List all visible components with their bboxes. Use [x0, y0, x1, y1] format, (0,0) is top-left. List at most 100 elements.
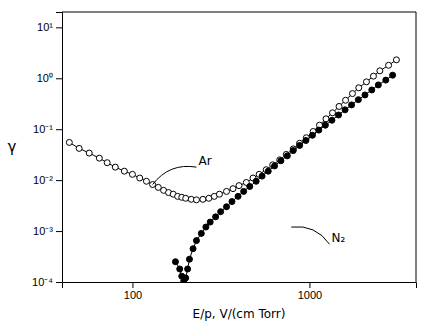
- data-point: [329, 117, 335, 123]
- plot-area: 100 1000 10⁻⁴ 10⁻³ 10⁻² 10⁻¹ 10⁰ 10¹ Ar N₂: [32, 12, 416, 301]
- data-point: [284, 153, 290, 159]
- y-tick-mark: [56, 129, 62, 130]
- data-point: [349, 102, 355, 108]
- y-tick-mark: [56, 27, 62, 28]
- data-point: [66, 139, 72, 145]
- x-axis: 100 1000: [63, 282, 417, 301]
- data-point: [230, 186, 236, 192]
- data-point: [369, 87, 375, 93]
- data-point: [247, 183, 253, 189]
- data-point: [86, 150, 92, 156]
- y-tick-label: 10⁻²: [33, 174, 53, 186]
- data-point: [224, 204, 230, 210]
- data-point: [137, 175, 143, 181]
- data-point: [112, 164, 118, 170]
- data-point: [386, 62, 392, 68]
- chart: 100 1000 10⁻⁴ 10⁻³ 10⁻² 10⁻¹ 10⁰ 10¹ Ar N₂ E/p, V/…: [0, 0, 432, 326]
- data-point: [235, 193, 241, 199]
- data-point: [104, 160, 110, 166]
- data-point: [203, 224, 209, 230]
- data-point: [370, 73, 376, 79]
- series: [172, 72, 395, 282]
- x-tick-label: 100: [124, 289, 142, 301]
- data-point: [330, 110, 336, 116]
- data-point: [343, 97, 349, 103]
- data-point: [193, 197, 199, 203]
- data-point: [393, 57, 399, 63]
- data-point: [200, 196, 206, 202]
- y-tick: 10⁻⁴: [32, 276, 62, 288]
- x-tick-mark: [309, 282, 310, 288]
- data-point: [253, 178, 259, 184]
- y-tick-mark: [56, 282, 62, 283]
- data-point: [316, 127, 322, 133]
- data-point: [336, 112, 342, 118]
- y-tick-label: 10⁻⁴: [32, 276, 53, 288]
- y-tick-mark: [56, 180, 62, 181]
- y-tick-mark: [56, 78, 62, 79]
- data-point: [213, 214, 219, 220]
- data-point: [185, 266, 191, 272]
- data-point: [336, 103, 342, 109]
- data-point: [177, 266, 183, 272]
- data-point: [76, 145, 82, 151]
- annotation-connector: [153, 166, 197, 184]
- data-point: [272, 163, 278, 169]
- x-tick: 1000: [298, 282, 322, 301]
- x-tick: 100: [124, 282, 142, 301]
- data-point: [172, 259, 178, 265]
- data-point: [121, 168, 127, 174]
- y-tick: 10⁻¹: [33, 123, 62, 135]
- data-point: [342, 107, 348, 113]
- y-tick: 10⁰: [37, 72, 62, 84]
- y-tick-label: 10¹: [37, 21, 53, 33]
- data-layer: [66, 57, 399, 282]
- series-line: [175, 75, 392, 281]
- data-point: [193, 238, 199, 244]
- data-point: [349, 91, 355, 97]
- annotation-connector: [291, 227, 329, 245]
- data-point: [143, 178, 149, 184]
- y-tick: 10⁻³: [33, 225, 62, 237]
- data-point: [207, 219, 213, 225]
- data-point: [96, 155, 102, 161]
- y-tick-mark: [56, 231, 62, 232]
- data-point: [297, 142, 303, 148]
- series-line: [69, 60, 396, 200]
- series: [66, 57, 399, 203]
- data-point: [129, 171, 135, 177]
- data-point: [265, 168, 271, 174]
- frame: [416, 12, 417, 282]
- data-point: [383, 77, 389, 83]
- data-point: [390, 72, 396, 78]
- y-tick-label: 10⁻³: [33, 225, 53, 237]
- data-point: [218, 209, 224, 215]
- data-point: [186, 256, 192, 262]
- y-axis: 10⁻⁴ 10⁻³ 10⁻² 10⁻¹ 10⁰ 10¹: [32, 13, 62, 289]
- data-point: [322, 122, 328, 128]
- y-tick: 10⁻²: [33, 174, 62, 186]
- y-axis-line: [56, 13, 63, 283]
- data-point: [224, 188, 230, 194]
- annotation: Ar: [198, 154, 211, 168]
- data-point: [229, 199, 235, 205]
- annotation: N₂: [332, 231, 346, 245]
- data-point: [355, 97, 361, 103]
- x-axis-line: [63, 283, 417, 289]
- data-point: [323, 116, 329, 122]
- frame: [62, 12, 416, 13]
- data-point: [183, 195, 189, 201]
- y-tick: 10¹: [37, 21, 62, 33]
- y-tick-label: 10⁻¹: [33, 123, 53, 135]
- data-point: [183, 275, 189, 281]
- x-tick-mark: [132, 282, 133, 288]
- data-point: [278, 158, 284, 164]
- data-point: [375, 82, 381, 88]
- data-point: [236, 183, 242, 189]
- data-point: [216, 191, 222, 197]
- x-tick-label: 1000: [298, 289, 322, 301]
- data-point: [259, 173, 265, 179]
- data-point: [356, 85, 362, 91]
- data-point: [309, 132, 315, 138]
- x-axis-title: E/p, V/(cm Torr): [193, 307, 286, 321]
